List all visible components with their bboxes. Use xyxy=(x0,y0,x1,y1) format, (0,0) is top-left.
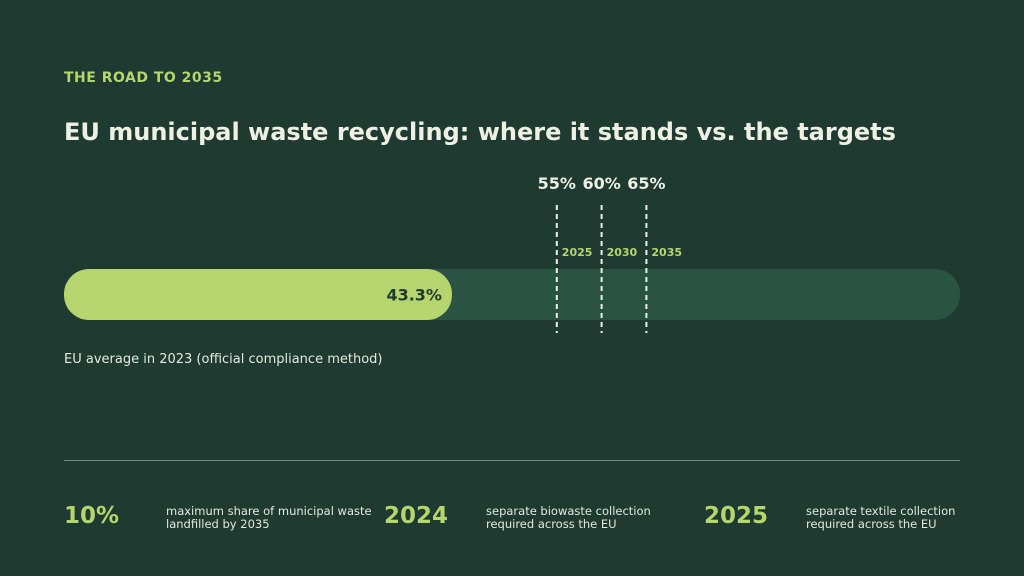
eyebrow: THE ROAD TO 2035 xyxy=(64,70,223,86)
target-label-3: 65% xyxy=(627,174,665,193)
bar-value-label: 43.3% xyxy=(386,286,442,305)
stat-3-number: 2025 xyxy=(704,503,769,529)
bar-caption: EU average in 2023 (official compliance … xyxy=(64,352,383,367)
stat-1-desc-line-2: landfilled by 2035 xyxy=(166,517,270,531)
target-year-1: 2025 xyxy=(562,246,593,259)
stat-2-desc-line-2: required across the EU xyxy=(486,517,617,531)
stat-3-desc-line-1: separate textile collection xyxy=(806,504,956,518)
target-label-1: 55% xyxy=(538,174,576,193)
stat-3-desc-line-2: required across the EU xyxy=(806,517,937,531)
stat-3-description: separate textile collection required acr… xyxy=(806,505,1016,531)
stat-1-description: maximum share of municipal waste landfil… xyxy=(166,505,376,531)
stat-2-desc-line-1: separate biowaste collection xyxy=(486,504,651,518)
stat-1-desc-line-1: maximum share of municipal waste xyxy=(166,504,372,518)
page-title: EU municipal waste recycling: where it s… xyxy=(64,118,896,146)
target-year-3: 2035 xyxy=(651,246,682,259)
target-year-2: 2030 xyxy=(607,246,638,259)
stat-2-description: separate biowaste collection required ac… xyxy=(486,505,696,531)
target-label-2: 60% xyxy=(582,174,620,193)
stat-2-number: 2024 xyxy=(384,503,449,529)
divider xyxy=(64,460,960,461)
stat-1-number: 10% xyxy=(64,503,120,529)
bar-fill xyxy=(64,269,452,320)
